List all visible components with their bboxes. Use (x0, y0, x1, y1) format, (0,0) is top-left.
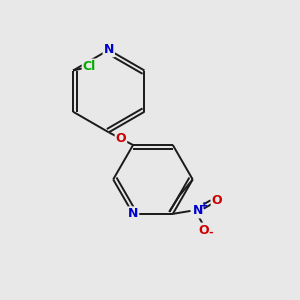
Text: Cl: Cl (82, 60, 96, 73)
Text: O: O (212, 194, 222, 207)
Text: -: - (208, 228, 212, 238)
Text: N: N (103, 44, 114, 56)
Text: N: N (193, 204, 203, 218)
Text: O: O (198, 224, 209, 237)
Text: N: N (128, 207, 138, 220)
Text: O: O (116, 132, 126, 145)
Text: +: + (200, 201, 208, 211)
